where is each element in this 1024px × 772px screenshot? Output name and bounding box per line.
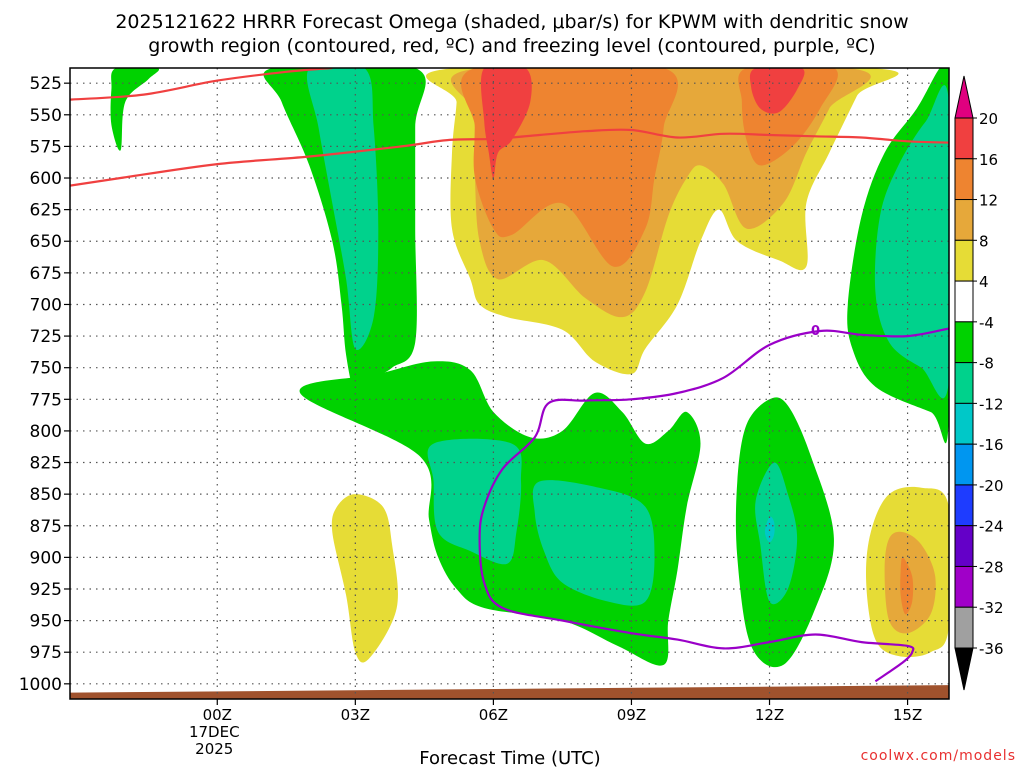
dendritic-contour-upper (70, 68, 333, 101)
grid-lines (70, 68, 949, 699)
omega-region-yellow-lower-left (331, 494, 398, 663)
colorbar-label--28: -28 (979, 558, 1004, 576)
omega-shaded-regions (110, 68, 949, 668)
colorbar-label-20: 20 (979, 110, 998, 128)
colorbar-swatch--8 (954, 321, 974, 364)
x-tick-label-03Z: 03Z (341, 706, 370, 724)
colorbar-swatch--24 (954, 484, 974, 527)
x-tick-label-12Z: 12Z (755, 706, 784, 724)
y-tick-label-700: 700 (30, 295, 62, 315)
y-tick-label-600: 600 (30, 169, 62, 189)
colorbar-label--12: -12 (979, 395, 1004, 413)
omega-region-teal-right-edge (874, 85, 949, 399)
colorbar-label--4: -4 (979, 314, 994, 332)
x-tick-label-09Z: 09Z (617, 706, 646, 724)
terrain-surface (70, 685, 949, 699)
colorbar-swatch-12 (954, 158, 974, 201)
colorbar-label--36: -36 (979, 640, 1004, 658)
colorbar: 20 16 12 8 4 -4 -8 -12 -16 -20 -24 -28 -32 -36 (954, 75, 1004, 691)
colorbar-swatch--16 (954, 402, 974, 445)
colorbar-swatch-top (954, 75, 974, 119)
colorbar-swatch-8 (954, 199, 974, 241)
y-tick-label-925: 925 (30, 580, 62, 600)
omega-region-teal-mid-right (532, 480, 655, 606)
chart-title-line1: 2025121622 HRRR Forecast Omega (shaded, … (115, 11, 908, 33)
x-tick-label-06Z: 06Z (479, 706, 508, 724)
colorbar-swatch--12 (954, 362, 974, 404)
y-tick-label-825: 825 (30, 454, 62, 474)
credit-text: coolwx.com/models (861, 748, 1016, 764)
colorbar-label-4: 4 (979, 273, 989, 291)
omega-region-darkorange-lower-right (900, 557, 914, 615)
omega-region-green-upper-left (110, 68, 160, 151)
y-axis: 525 550 575 600 625 650 675 700 725 750 775 800 825 8… (19, 74, 70, 695)
y-tick-label-750: 750 (30, 359, 62, 379)
omega-region-teal-upper-mid (306, 68, 379, 350)
colorbar-label--20: -20 (979, 477, 1004, 495)
y-tick-label-975: 975 (30, 643, 62, 663)
colorbar-swatch-4 (954, 239, 974, 282)
omega-region-cyan-right-mid (764, 516, 775, 543)
chart-title-line2: growth region (contoured, red, ºC) and f… (148, 35, 875, 57)
y-tick-label-650: 650 (30, 232, 62, 252)
colorbar-label-8: 8 (979, 232, 989, 250)
y-tick-label-875: 875 (30, 517, 62, 537)
y-tick-label-900: 900 (30, 548, 62, 568)
y-tick-label-550: 550 (30, 106, 62, 126)
y-tick-label-675: 675 (30, 264, 62, 284)
omega-region-red-upper-right (749, 68, 805, 114)
dendritic-contour-lower (70, 128, 949, 187)
colorbar-label-16: 16 (979, 151, 998, 169)
plot-frame (69, 67, 950, 700)
y-tick-label-950: 950 (30, 612, 62, 632)
y-tick-label-525: 525 (30, 74, 62, 94)
colorbar-label--32: -32 (979, 599, 1004, 617)
colorbar-swatch--4 (954, 280, 974, 323)
x-tick-label-00Z: 00Z (203, 706, 232, 724)
colorbar-swatch--36 (954, 606, 974, 649)
y-tick-label-575: 575 (30, 137, 62, 157)
freezing-level-contour (478, 327, 949, 683)
y-tick-label-800: 800 (30, 422, 62, 442)
terrain-layer (70, 685, 949, 699)
x-axis-label: Forecast Time (UTC) (419, 748, 600, 768)
y-tick-label-625: 625 (30, 201, 62, 221)
omega-region-teal-mid-left (427, 438, 522, 565)
x-tick-label-15Z: 15Z (893, 706, 922, 724)
y-tick-label-725: 725 (30, 327, 62, 347)
colorbar-label--16: -16 (979, 436, 1004, 454)
colorbar-swatch-16 (954, 117, 974, 160)
colorbar-swatch--20 (954, 443, 974, 486)
colorbar-swatch--28 (954, 525, 974, 567)
omega-region-teal-right-mid (755, 462, 798, 605)
colorbar-swatch--32 (954, 565, 974, 608)
contour-lines (70, 68, 949, 683)
x-tick-date: 17DEC (189, 723, 240, 741)
colorbar-swatch-bottom (954, 647, 974, 691)
y-tick-label-775: 775 (30, 390, 62, 410)
x-tick-year: 2025 (195, 740, 233, 758)
y-tick-label-850: 850 (30, 485, 62, 505)
freezing-level-label: 0 (811, 324, 820, 339)
colorbar-label--8: -8 (979, 355, 994, 373)
y-tick-label-1000: 1000 (19, 675, 62, 695)
colorbar-label--24: -24 (979, 518, 1004, 536)
colorbar-label-12: 12 (979, 192, 998, 210)
